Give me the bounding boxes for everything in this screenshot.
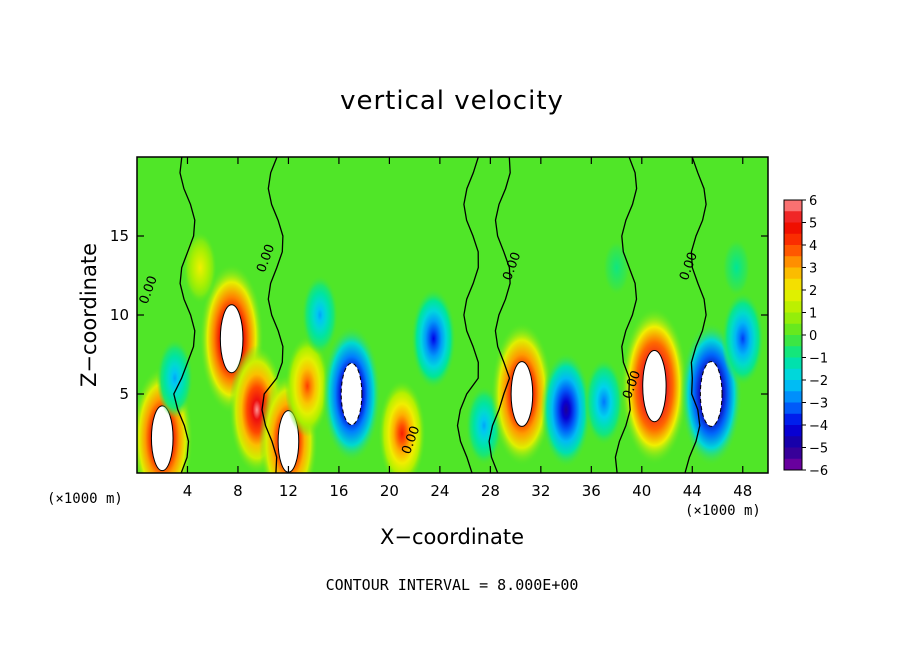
- colorbar-tick-label: 0: [809, 329, 817, 344]
- colorbar-tick-label: 1: [809, 307, 817, 322]
- x-tick-label: 12: [279, 482, 298, 500]
- velocity-cell: [378, 379, 426, 473]
- colorbar-segment: [784, 436, 802, 448]
- x-tick-label: 16: [329, 482, 348, 500]
- core-contour: [340, 362, 363, 426]
- x-tick-label: 28: [481, 482, 500, 500]
- velocity-cell: [584, 358, 624, 446]
- colorbar-tick-label: 4: [809, 239, 817, 254]
- zero-contour-line: [456, 157, 479, 473]
- zero-contour-line: [261, 157, 284, 473]
- colorbar-tick-label: 2: [809, 284, 817, 299]
- velocity-cell: [156, 338, 194, 419]
- colorbar-segment: [784, 256, 802, 268]
- zero-contour-line: [173, 157, 196, 473]
- colorbar-segment: [784, 245, 802, 257]
- chart-title: vertical velocity: [340, 86, 564, 116]
- colorbar-segment: [784, 391, 802, 403]
- colorbar-segment: [784, 267, 802, 280]
- x-tick-label: 36: [582, 482, 601, 500]
- x-tick-label: 48: [733, 482, 752, 500]
- colorbar-segment: [784, 278, 802, 291]
- colorbar-segment: [784, 200, 802, 212]
- velocity-cell: [284, 335, 330, 437]
- colorbar: 6 5 4 3 2 1 0 −1 −2 −3 −4 −5 −6: [783, 194, 828, 479]
- colorbar-tick-label: 3: [809, 262, 817, 277]
- x-unit-left: (×1000 m): [47, 491, 123, 507]
- colorbar-segment: [784, 222, 802, 235]
- colorbar-segment: [784, 368, 802, 381]
- x-tick-label: 4: [183, 482, 193, 500]
- velocity-cell: [602, 239, 631, 296]
- x-axis-label: X−coordinate: [380, 525, 524, 549]
- colorbar-segment: [784, 413, 802, 426]
- colorbar-segment: [784, 211, 802, 223]
- colorbar-segment: [784, 312, 802, 325]
- x-tick-label: 24: [430, 482, 449, 500]
- y-tick-label: 10: [110, 306, 129, 324]
- colorbar-segment: [784, 357, 802, 370]
- x-tick-label: 20: [380, 482, 399, 500]
- colorbar-segment: [784, 323, 802, 336]
- contour-blobs: [137, 231, 764, 473]
- velocity-cell: [721, 291, 764, 386]
- velocity-cell: [411, 288, 457, 390]
- colorbar-segment: [784, 233, 802, 246]
- colorbar-segment: [784, 380, 802, 392]
- y-axis-ticks: 5 10 15: [110, 227, 768, 403]
- x-tick-label: 32: [531, 482, 550, 500]
- zero-contour-line: [614, 157, 638, 473]
- x-tick-label: 8: [233, 482, 243, 500]
- velocity-cell: [722, 238, 751, 297]
- core-contour: [510, 361, 534, 427]
- colorbar-tick-label: −2: [809, 374, 828, 389]
- x-tick-label: 44: [683, 482, 702, 500]
- colorbar-segment: [784, 458, 802, 471]
- colorbar-tick-label: 5: [809, 217, 817, 232]
- y-axis-label: Z−coordinate: [77, 243, 101, 387]
- colorbar-tick-label: −3: [809, 397, 828, 412]
- core-contour: [642, 350, 667, 423]
- x-unit-right: (×1000 m): [685, 503, 761, 519]
- zero-contour-lines: [173, 157, 707, 473]
- core-contour: [219, 304, 244, 374]
- colorbar-segment: [784, 425, 802, 437]
- colorbar-segment: [784, 402, 802, 415]
- colorbar-tick-label: −1: [809, 352, 828, 367]
- y-tick-label: 15: [110, 227, 129, 245]
- colorbar-tick-label: −6: [809, 464, 828, 479]
- x-axis-ticks: 4 8 12 16 20 24 28 32 36 40 44 48: [183, 157, 752, 500]
- zero-contour-line: [684, 157, 707, 473]
- colorbar-tick-label: −4: [809, 419, 828, 434]
- contour-interval-note: CONTOUR INTERVAL = 8.000E+00: [325, 576, 579, 594]
- zero-contour-line: [488, 157, 511, 473]
- colorbar-segment: [784, 290, 802, 302]
- core-contour: [699, 361, 723, 427]
- velocity-cell: [540, 352, 592, 468]
- velocity-cell: [183, 231, 218, 304]
- colorbar-segment: [784, 447, 802, 460]
- velocity-cell: [301, 275, 339, 355]
- colorbar-tick-label: 6: [809, 194, 817, 209]
- colorbar-segment: [784, 335, 802, 347]
- colorbar-segment: [784, 346, 802, 358]
- x-tick-label: 40: [632, 482, 651, 500]
- colorbar-tick-label: −5: [809, 442, 828, 457]
- y-tick-label: 5: [119, 385, 129, 403]
- colorbar-segment: [784, 301, 802, 313]
